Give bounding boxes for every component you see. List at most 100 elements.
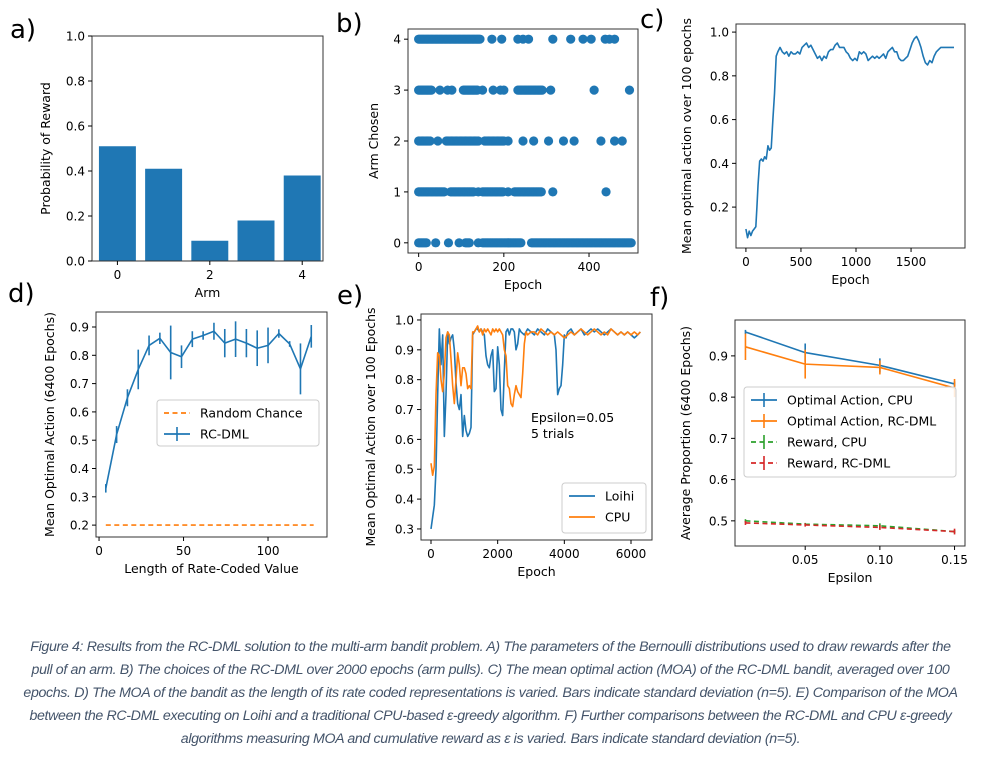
scatter-point (601, 187, 611, 197)
y-tick-label: 0.2 (70, 519, 89, 533)
annotation-text: Epsilon=0.05 (531, 410, 614, 425)
scatter-point (499, 136, 509, 146)
y-tick-label: 0.9 (395, 343, 414, 357)
scatter-point (537, 85, 547, 95)
scatter-point (472, 85, 483, 95)
scatter-point (447, 85, 457, 95)
x-axis-label: Epoch (831, 272, 869, 287)
y-tick-label: 0.6 (66, 120, 85, 134)
axes-frame (735, 23, 966, 249)
y-tick-label: 0.2 (710, 201, 729, 215)
x-tick-label: 6000 (616, 547, 647, 561)
scatter-point (578, 34, 588, 44)
y-tick-label: 0.5 (70, 434, 89, 448)
y-tick-label: 0.6 (709, 473, 728, 487)
plot-area (744, 329, 956, 535)
axes-frame (420, 313, 653, 541)
scatter-point (523, 34, 534, 44)
x-axis-label: Epoch (504, 277, 542, 292)
legend-label: CPU (605, 510, 630, 525)
annotation-text: 5 trials (531, 426, 574, 441)
y-tick-label: 1.0 (395, 313, 414, 327)
legend: Random Chance RC-DML (156, 399, 320, 447)
y-tick-label: 0.9 (70, 321, 89, 335)
panel-label: e) (337, 281, 363, 311)
x-tick-label: 0 (742, 255, 750, 269)
scatter-point (529, 136, 539, 146)
y-tick-label: 0.4 (66, 165, 85, 179)
legend-label: Random Chance (200, 406, 303, 421)
scatter-point (548, 34, 558, 44)
x-tick-label: 4 (298, 268, 306, 282)
y-tick-label: 0.8 (70, 349, 89, 363)
x-tick-label: 200 (492, 260, 515, 274)
scatter-point (475, 34, 485, 44)
scatter-point (443, 238, 454, 248)
legend-label: RC-DML (200, 427, 249, 442)
y-tick-label: 0.7 (709, 432, 728, 446)
y-tick-label: 0.3 (395, 522, 414, 536)
y-axis-label: Mean Optimal Action over 100 Epochs (363, 307, 378, 546)
y-axis-label: Arm Chosen (366, 103, 381, 179)
y-tick-label: 1.0 (710, 26, 729, 40)
series-line (745, 35, 954, 239)
y-tick-label: 0.7 (395, 403, 414, 417)
panel-a: a) 0 2 4 0.0 0.2 0.4 0.6 0.8 1.0 Arm Probability of… (10, 15, 324, 300)
y-tick-label: 0.5 (395, 463, 414, 477)
x-tick-label: 1500 (896, 255, 927, 269)
scatter-point (464, 238, 474, 248)
plot-area (745, 35, 954, 239)
y-tick-label: 0.4 (710, 157, 729, 171)
x-tick-label: 0 (427, 547, 435, 561)
figure-caption: Figure 4: Results from the RC-DML soluti… (23, 639, 958, 747)
scatter-point (609, 136, 620, 146)
x-tick-label: 2 (206, 268, 214, 282)
panel-c: c) 0 500 1000 1500 0.2 0.4 0.6 0.8 1.0 Epoch Mean o… (640, 5, 966, 287)
y-tick-label: 0.5 (709, 514, 728, 528)
legend: Loihi CPU (561, 482, 647, 534)
scatter-point (569, 136, 579, 146)
scatter-point (516, 238, 526, 248)
legend-label: Loihi (605, 489, 634, 504)
series-line (745, 331, 955, 385)
bar (237, 220, 275, 261)
x-tick-label: 100 (257, 544, 280, 558)
scatter-point (468, 187, 479, 197)
scatter-point (546, 85, 556, 95)
scatter-point (425, 136, 435, 146)
y-tick-label: 0.9 (709, 349, 728, 363)
plot-area (105, 321, 314, 526)
panel-b: b) 0 200 400 0 1 2 3 4 Epoch Arm Chosen (336, 9, 639, 292)
scatter-point (589, 85, 599, 95)
legend-box (743, 386, 957, 478)
scatter-point (624, 85, 635, 95)
series-line (430, 325, 641, 477)
scatter-point (499, 85, 509, 95)
x-tick-label: 0.05 (792, 553, 819, 567)
series-line (430, 328, 641, 530)
legend-box (156, 399, 320, 447)
legend-label: Reward, CPU (787, 435, 867, 450)
scatter-point (536, 187, 546, 197)
bar (145, 168, 183, 261)
y-tick-label: 0.4 (395, 493, 414, 507)
y-axis-label: Mean optimal action over 100 epochs (679, 18, 694, 254)
y-tick-label: 1 (393, 185, 401, 199)
y-tick-label: 0.4 (70, 462, 89, 476)
panel-label: d) (8, 279, 35, 309)
x-tick-label: 500 (790, 255, 813, 269)
plot-area (414, 34, 636, 248)
legend-label: Optimal Action, CPU (787, 393, 913, 408)
scatter-point (617, 136, 627, 146)
y-tick-label: 0.8 (710, 69, 729, 83)
y-tick-label: 0.6 (710, 113, 729, 127)
plot-area (430, 325, 641, 530)
scatter-point (626, 238, 636, 248)
series-line (745, 520, 955, 533)
y-tick-label: 0.8 (395, 373, 414, 387)
scatter-point (426, 85, 437, 95)
scatter-point (609, 34, 620, 44)
x-tick-label: 0 (114, 268, 122, 282)
x-axis-label: Epsilon (828, 570, 873, 585)
x-tick-label: 0.10 (867, 553, 894, 567)
